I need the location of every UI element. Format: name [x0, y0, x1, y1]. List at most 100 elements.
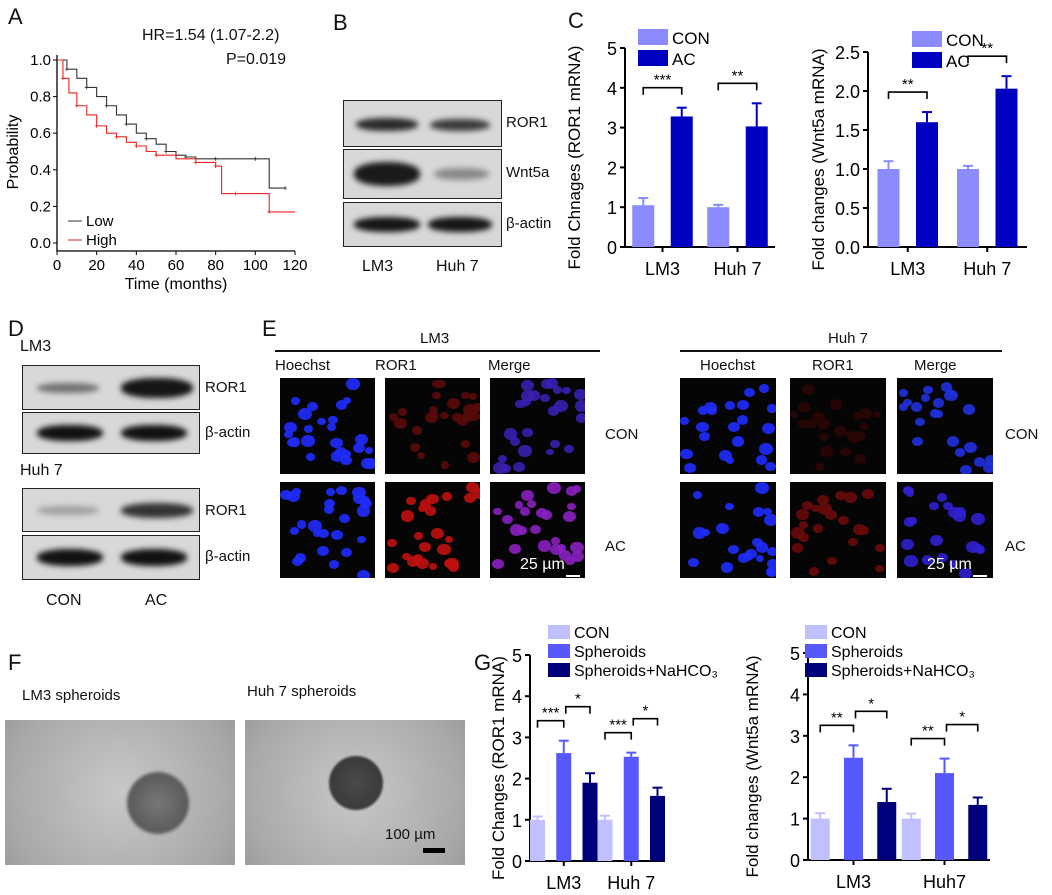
censor-mark: [114, 134, 119, 139]
x-tick-label: Huh 7: [607, 873, 655, 893]
significance-label: **: [981, 40, 993, 57]
censor-mark: [84, 85, 89, 90]
significance-label: *: [642, 703, 648, 720]
legend-label: Spheroids: [574, 644, 646, 661]
panel-label-e: E: [262, 316, 277, 341]
y-tick-label: 1.5: [835, 121, 860, 141]
significance-bracket: [564, 705, 591, 714]
y-tick-label: 1: [512, 811, 522, 831]
scale-bar: [973, 575, 987, 577]
y-tick-label: 1: [790, 810, 800, 830]
panel-label-f: F: [8, 650, 22, 675]
y-tick-label: 3: [790, 727, 800, 747]
legend-label: CON: [574, 625, 610, 642]
legend-swatch: [912, 31, 942, 47]
divider: [275, 350, 600, 352]
legend-swatch: [548, 625, 570, 639]
scale-bar: [423, 848, 445, 853]
panel-label-d: D: [8, 316, 24, 341]
panel-label-a: A: [8, 4, 23, 29]
censor-mark: [213, 156, 218, 161]
micrograph-merge: [490, 378, 585, 474]
censor-mark: [213, 164, 218, 169]
micrograph-ror1: [385, 378, 480, 474]
scale-bar-label: 25 µm: [927, 556, 972, 573]
censor-mark: [267, 209, 272, 214]
group-header: LM3: [420, 330, 450, 347]
significance-bracket: [642, 86, 683, 95]
micrograph-ror1: [385, 482, 480, 578]
channel-label: Hoechst: [275, 357, 331, 374]
legend-label: CON: [831, 625, 867, 642]
panel-label-c: C: [568, 8, 584, 33]
significance-bracket: [604, 731, 633, 740]
image-caption: Huh 7 spheroids: [247, 683, 357, 700]
legend-label: AC: [946, 52, 970, 71]
y-tick-label: 2: [790, 768, 800, 788]
bar-con: [957, 169, 979, 247]
y-axis-label: Fold Changes (ROR1 mRNA): [489, 656, 508, 880]
legend-label: Low: [86, 213, 114, 230]
x-tick-label: Huh7: [923, 872, 966, 892]
x-tick-label: Huh 7: [963, 259, 1011, 279]
condition-label: AC: [605, 538, 626, 555]
bar-con: [877, 169, 900, 247]
y-tick-label: 0: [512, 852, 522, 872]
y-tick-label: 0: [790, 851, 800, 871]
significance-label: **: [732, 67, 744, 84]
blot-d-huh7-actin: [22, 535, 200, 580]
significance-label: ***: [542, 705, 560, 722]
censor-mark: [283, 186, 288, 191]
x-axis-label: Time (months): [125, 276, 228, 293]
y-tick-label: 4: [790, 685, 800, 705]
bar-ac: [995, 88, 1018, 247]
y-tick-label: 4: [607, 79, 617, 99]
blot-d-huh7-ror1: [22, 488, 200, 532]
scale-bar: [566, 575, 580, 577]
y-tick-label: 1.0: [835, 160, 860, 180]
panel-label-b: B: [333, 10, 348, 35]
x-tick-label: Huh 7: [713, 259, 761, 279]
significance-label: **: [922, 723, 934, 740]
condition-label: CON: [605, 426, 639, 443]
significance-label: **: [831, 709, 843, 726]
legend-label: Spheroids+NaHCO₃: [831, 663, 975, 680]
bar-spheroids-nahco-: [582, 782, 598, 861]
x-tick-label: 120: [282, 257, 307, 274]
censor-mark: [124, 122, 129, 127]
y-tick-label: 4: [512, 687, 522, 707]
x-tick-label: LM3: [836, 872, 871, 892]
legend-swatch: [548, 644, 570, 658]
bar-con: [810, 818, 830, 860]
blot-b-actin: [343, 202, 502, 247]
y-tick-label: 3: [512, 728, 522, 748]
censor-mark: [74, 103, 79, 108]
significance-bracket: [819, 724, 855, 733]
blot-d-lm3-ror1: [22, 365, 200, 410]
bar-ac: [745, 126, 768, 247]
bar-spheroids-nahco-: [968, 804, 988, 860]
y-tick-label: 0.2: [30, 198, 51, 215]
y-tick-label: 0.5: [835, 199, 860, 219]
row-label: β-actin: [205, 548, 251, 565]
legend-swatch: [638, 50, 668, 66]
y-tick-label: 2.5: [835, 43, 860, 63]
micrograph-hoechst: [680, 482, 776, 578]
panel-label-g: G: [474, 650, 492, 675]
censor-mark: [154, 153, 159, 158]
row-label: β-actin: [205, 424, 251, 441]
group-header: Huh 7: [828, 330, 869, 347]
bar-spheroids: [935, 773, 954, 860]
row-label: β-actin: [506, 215, 552, 232]
y-tick-label: 1: [607, 198, 617, 218]
bar-con: [901, 818, 921, 860]
micrograph-merge: [897, 378, 993, 474]
legend-label: CON: [946, 31, 984, 50]
divider: [680, 350, 1002, 352]
legend-swatch: [638, 29, 668, 45]
bar-spheroids-nahco-: [650, 795, 665, 861]
bar-con: [597, 819, 613, 861]
y-axis-label: Fold Chnages (ROR1 mRNA): [565, 46, 584, 270]
row-label: Wnt5a: [506, 164, 550, 181]
col-label: AC: [145, 592, 168, 609]
